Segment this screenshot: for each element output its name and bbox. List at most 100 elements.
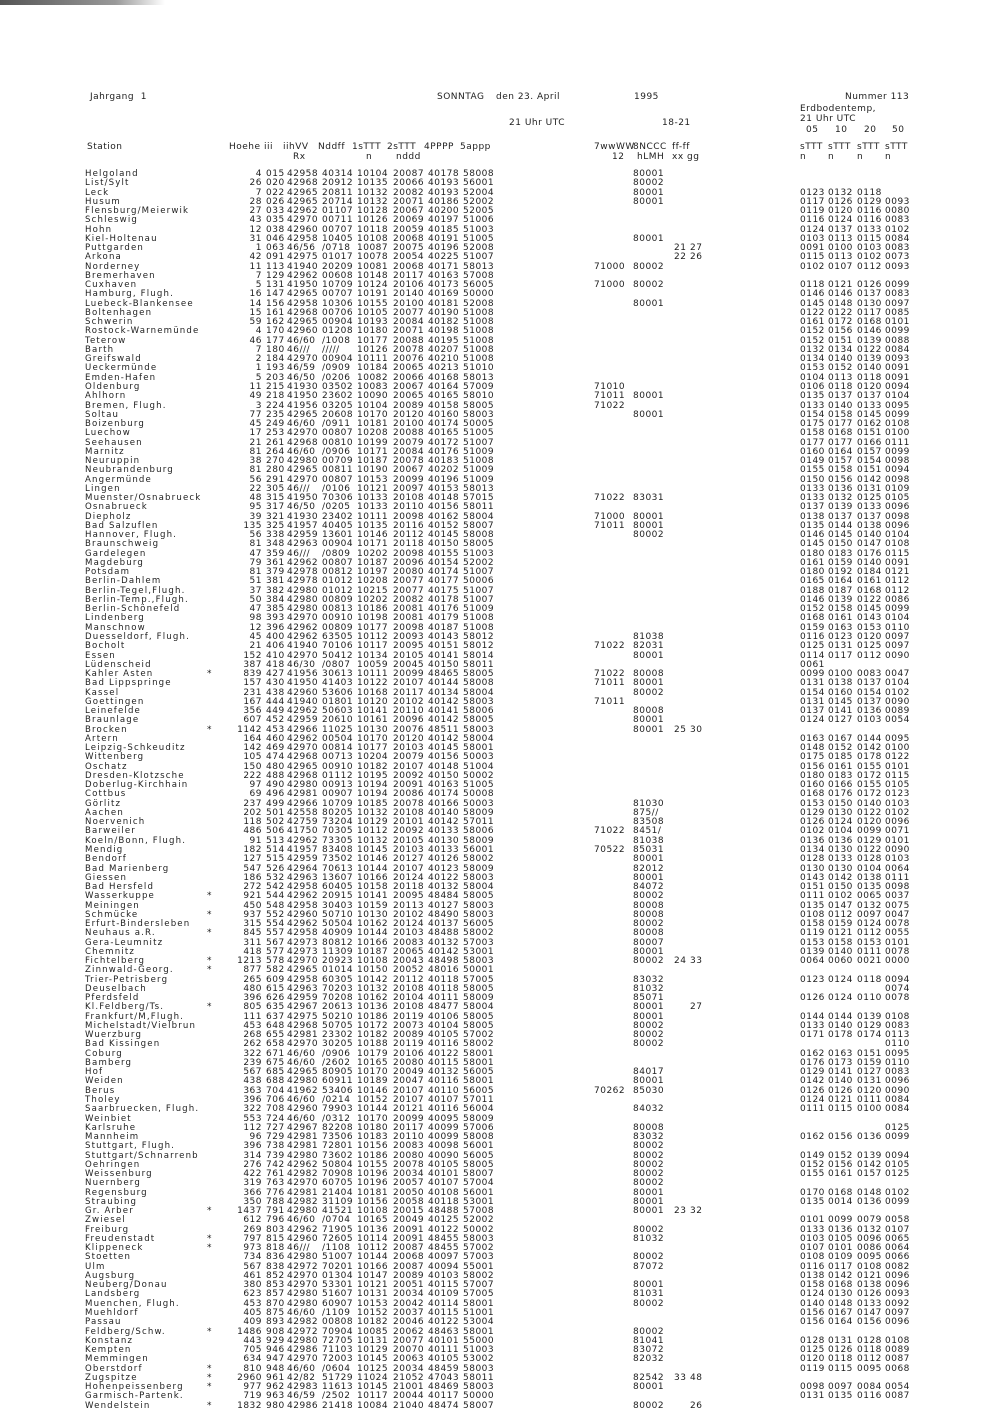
4pppp: 40142 [428, 946, 460, 957]
1sttt: 10182 [357, 1030, 389, 1041]
7wwww: 71011 [594, 678, 626, 689]
1sttt: 10171 [357, 539, 389, 550]
5appp: 58001 [463, 1076, 495, 1087]
5appp: 57002 [463, 1243, 495, 1254]
station-name: Stuttgart/Schnarrenb [85, 1150, 199, 1161]
station-name: Saarbruecken, Flugh. [85, 1104, 200, 1115]
5appp: 51008 [463, 317, 495, 328]
soil-20: 0133 [857, 502, 882, 513]
iihvv: 42962 [287, 206, 319, 217]
iii: 162 [266, 317, 285, 328]
nddff: /0807 [322, 659, 351, 670]
iii: 738 [266, 1141, 285, 1152]
4pppp: 40163 [428, 270, 460, 281]
4pppp: 40123 [428, 863, 460, 874]
hoehe: 547 [243, 863, 262, 874]
hoehe: 69 [249, 789, 262, 800]
5appp: 51004 [463, 761, 495, 772]
5appp: 58006 [463, 826, 495, 837]
soil-10: 0156 [828, 326, 853, 337]
header-subline: Rx [293, 152, 306, 162]
header-5appp: 5appp [460, 142, 491, 152]
soil-20: 0129 [857, 835, 882, 846]
8nccc: 80001 [633, 1196, 665, 1207]
soil-20: 0130 [857, 298, 882, 309]
nddff: 11613 [322, 1382, 354, 1393]
soil-20: 0103 [857, 715, 882, 726]
soil-20: 0142 [857, 1159, 882, 1170]
hoehe: 98 [249, 613, 262, 624]
soil-50: 0093 [885, 354, 910, 365]
4pppp: 40122 [428, 1317, 460, 1328]
soil-10: 0117 [828, 650, 853, 661]
table-row: Doberlug-Kirchhain 97 490 42980 00913 10194 20… [0, 781, 1000, 790]
1sttt: 10145 [357, 1382, 389, 1393]
1sttt: 10165 [357, 1215, 389, 1226]
table-row: Bocholt 21 406 41940 70106 10117 20095 40151 580… [0, 642, 1000, 651]
table-row: Lindenberg 98 393 42970 00910 10198 20081 40179… [0, 614, 1000, 623]
soil-50: 0087 [885, 1391, 910, 1402]
5appp: 58010 [463, 391, 495, 402]
soil-50: 0083 [885, 1067, 910, 1078]
5appp: 57007 [463, 1280, 495, 1291]
5appp: 58008 [463, 678, 495, 689]
iihvv: 42970 [287, 474, 319, 485]
table-row: Bremerhaven 7 129 42962 00608 10148 20117 40163… [0, 270, 1000, 281]
soil-05: 0160 [800, 780, 825, 791]
soil-20: 0168 [857, 317, 882, 328]
5appp: 51007 [463, 567, 495, 578]
soil-05: 0145 [800, 539, 825, 550]
nddff: 01107 [322, 206, 354, 217]
soil-50: 0122 [885, 752, 910, 763]
2sttt: 20034 [393, 1169, 425, 1180]
8nccc: 84032 [633, 1104, 665, 1115]
table-row: Muenster/Osnabrueck 48 315 41950 70306 10133 2… [0, 494, 1000, 503]
soil-10: 0113 [828, 372, 853, 383]
4pppp: 40152 [428, 520, 460, 531]
2sttt: 20067 [393, 465, 425, 476]
nddff: 70306 [322, 493, 354, 504]
1sttt: 10170 [357, 733, 389, 744]
nddff: 83408 [322, 844, 354, 855]
mountain-mark: * [207, 891, 212, 902]
5appp: 50003 [463, 752, 495, 763]
2sttt: 20108 [393, 983, 425, 994]
station-name: Bamberg [85, 1057, 133, 1068]
1sttt: 10155 [357, 298, 389, 309]
5appp: 58003 [463, 696, 495, 707]
2sttt: 20046 [393, 1317, 425, 1328]
5appp: 58013 [463, 372, 495, 383]
soil-05: 0135 [800, 900, 825, 911]
8nccc: 84072 [633, 882, 665, 893]
1sttt: 10131 [357, 1335, 389, 1346]
soil-10: 0121 [828, 928, 853, 939]
iihvv: 42962 [287, 733, 319, 744]
4pppp: 40132 [428, 1067, 460, 1078]
nddff: /0906 [322, 446, 351, 457]
5appp: 52002 [463, 196, 495, 207]
soil-20: 0155 [857, 780, 882, 791]
iihvv: 42968 [287, 1020, 319, 1031]
5appp: 58003 [463, 1233, 495, 1244]
hoehe: 269 [243, 1224, 262, 1235]
nddff: 40405 [322, 520, 354, 531]
iihvv: 41940 [287, 641, 319, 652]
8nccc: 83032 [633, 1132, 665, 1143]
soil-10: 0113 [828, 252, 853, 263]
soil-10: 0148 [828, 1298, 853, 1309]
soil-05: 0129 [800, 1067, 825, 1078]
2sttt: 20068 [393, 1252, 425, 1263]
8nccc: 80002 [633, 280, 665, 291]
soil-20: 0129 [857, 196, 882, 207]
nddff: 50804 [322, 1159, 354, 1170]
hoehe: 37 [249, 585, 262, 596]
nddff: 00811 [322, 465, 354, 476]
soil-10: 0147 [828, 900, 853, 911]
5appp: 53001 [463, 1196, 495, 1207]
table-row: Augsburg 461 852 42970 01304 10147 20089 40103 5… [0, 1271, 1000, 1281]
nddff: 00913 [322, 780, 354, 791]
hoehe: 26 [249, 178, 262, 189]
soil-05: 0152 [800, 1159, 825, 1170]
hoehe: 1486 [237, 1326, 262, 1337]
8nccc: 80001 [633, 391, 665, 402]
